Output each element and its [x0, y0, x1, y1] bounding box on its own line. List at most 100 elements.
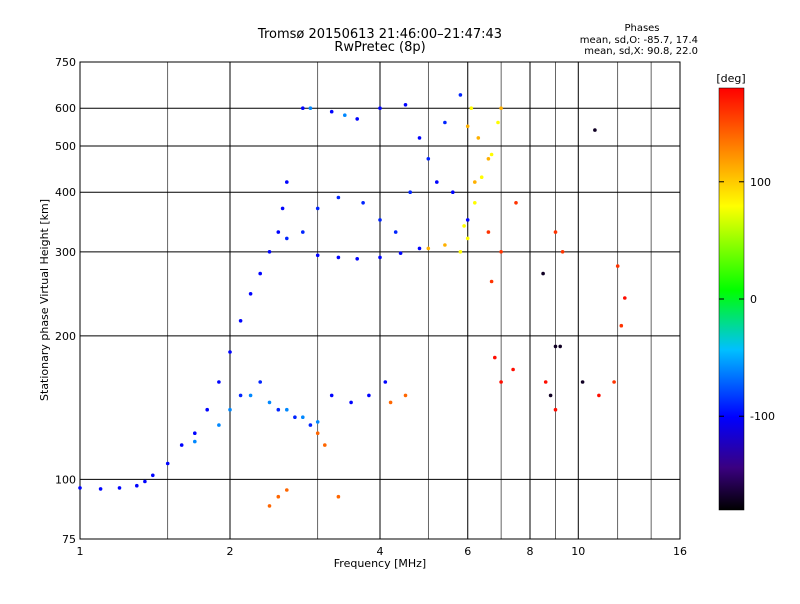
x-tick-label: 1	[77, 545, 84, 558]
data-point	[143, 479, 147, 484]
data-point	[179, 443, 184, 447]
data-point	[548, 393, 553, 398]
colorbar-tick-label: -100	[750, 410, 775, 423]
data-point	[378, 106, 382, 110]
data-point	[135, 483, 139, 488]
data-point	[489, 152, 494, 157]
data-point	[612, 380, 616, 384]
data-point	[473, 201, 477, 205]
data-point	[238, 319, 243, 323]
data-point	[408, 190, 413, 194]
data-point	[426, 157, 431, 161]
colorbar-label: [deg]	[716, 72, 745, 85]
data-point	[301, 415, 305, 420]
data-point	[619, 323, 624, 328]
data-point	[323, 443, 327, 447]
data-point	[623, 296, 627, 300]
data-point	[541, 271, 545, 276]
data-point	[465, 124, 470, 129]
data-point	[276, 230, 281, 234]
data-point	[276, 494, 281, 499]
data-point	[315, 253, 320, 258]
grid	[80, 62, 680, 539]
data-point	[98, 487, 103, 491]
data-point	[558, 344, 562, 349]
y-axis-label: Stationary phase Virtual Height [km]	[38, 199, 51, 401]
data-point	[593, 128, 597, 132]
y-tick-label: 75	[62, 533, 76, 546]
data-point	[217, 423, 221, 427]
data-point	[217, 380, 221, 384]
data-point	[285, 236, 289, 241]
data-point	[388, 400, 393, 405]
data-point	[378, 255, 382, 260]
x-tick-label: 2	[227, 545, 234, 558]
data-point	[151, 473, 155, 478]
data-point	[486, 157, 491, 161]
data-point	[238, 393, 243, 398]
data-point	[329, 109, 334, 114]
data-point	[267, 400, 272, 405]
y-tick-label: 300	[55, 246, 76, 259]
data-point	[435, 180, 439, 184]
data-point	[462, 224, 466, 228]
data-point	[267, 250, 272, 254]
data-point	[403, 103, 408, 107]
data-point	[349, 400, 353, 405]
y-tick-label: 750	[55, 56, 76, 69]
y-ticks: 75 100 200 300 400 500 600 750	[55, 56, 76, 546]
colorbar-tick-label: 100	[750, 176, 771, 189]
data-point	[367, 393, 371, 398]
data-point	[336, 195, 341, 200]
y-tick-label: 100	[55, 473, 76, 486]
x-tick-label: 10	[571, 545, 585, 558]
data-point	[343, 113, 347, 117]
data-point	[228, 350, 232, 354]
data-point	[553, 230, 558, 234]
data-point	[417, 246, 422, 251]
data-point	[499, 106, 503, 110]
data-point	[276, 407, 281, 412]
colorbar-ticks: 100 0 -100	[719, 176, 775, 423]
data-point	[489, 279, 494, 284]
data-point	[511, 367, 515, 372]
phases-heading: Phases	[624, 23, 659, 34]
data-point	[258, 380, 263, 384]
data-point	[451, 190, 455, 194]
data-point	[465, 236, 470, 241]
phases-x-stats: mean, sd,X: 90.8, 22.0	[584, 46, 698, 57]
data-point	[205, 407, 209, 412]
data-point	[597, 393, 601, 398]
data-point	[499, 380, 503, 384]
x-ticks: 1 2 4 6 8 10 16	[77, 545, 688, 558]
y-tick-label: 600	[55, 102, 76, 115]
data-point	[496, 120, 500, 125]
data-point	[476, 136, 481, 140]
data-point	[403, 393, 408, 398]
data-point	[315, 420, 320, 424]
data-point	[553, 407, 558, 412]
data-point	[267, 504, 272, 508]
data-point	[543, 380, 548, 384]
x-tick-label: 8	[527, 545, 534, 558]
x-tick-label: 16	[673, 545, 687, 558]
data-point	[493, 355, 497, 360]
data-point	[417, 136, 422, 140]
data-point	[258, 271, 263, 276]
chart-title: Tromsø 20150613 21:46:00–21:47:43	[257, 27, 502, 42]
data-point	[383, 380, 388, 384]
data-point	[193, 439, 197, 444]
data-point	[78, 486, 82, 490]
data-point	[248, 393, 253, 398]
data-point	[329, 393, 334, 398]
data-point	[486, 230, 491, 234]
data-point	[308, 106, 313, 110]
data-point	[285, 407, 289, 412]
x-tick-label: 6	[464, 545, 471, 558]
data-point	[499, 250, 503, 254]
data-point	[228, 407, 232, 412]
data-point	[479, 175, 484, 179]
data-point	[248, 292, 253, 296]
data-point	[315, 431, 320, 436]
